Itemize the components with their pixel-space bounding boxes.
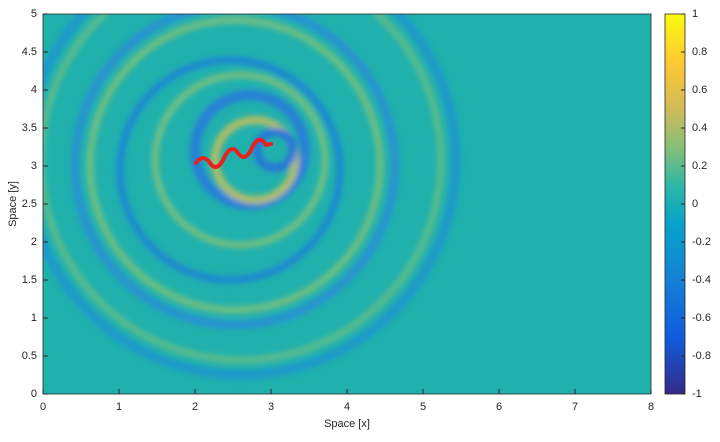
x-tick-label: 2 xyxy=(192,401,198,413)
x-axis-label: Space [x] xyxy=(324,418,370,430)
colorbar-tick-label: 0.2 xyxy=(692,160,707,172)
y-tick-label: 2 xyxy=(31,236,37,248)
x-tick-label: 8 xyxy=(648,401,654,413)
y-tick-label: 5 xyxy=(31,8,37,20)
y-tick-label: 3 xyxy=(31,160,37,172)
y-tick-label: 2.5 xyxy=(22,198,37,210)
x-tick-label: 4 xyxy=(344,401,350,413)
y-tick-label: 4.5 xyxy=(22,46,37,58)
colorbar-tick-label: -0.8 xyxy=(692,350,711,362)
colorbar-tick-label: 0.4 xyxy=(692,122,707,134)
colorbar-tick-label: 0.8 xyxy=(692,46,707,58)
y-tick-label: 4 xyxy=(31,84,37,96)
x-tick-label: 3 xyxy=(268,401,274,413)
colorbar-tick-label: -0.4 xyxy=(692,274,711,286)
colorbar-tick-label: -1 xyxy=(692,388,702,400)
colorbar-tick-label: 0.6 xyxy=(692,84,707,96)
x-tick-label: 0 xyxy=(40,401,46,413)
y-tick-label: 1.5 xyxy=(22,274,37,286)
colorbar-tick-label: 1 xyxy=(692,8,698,20)
y-axis-label: Space [y] xyxy=(7,181,19,227)
x-tick-label: 5 xyxy=(420,401,426,413)
x-tick-label: 7 xyxy=(572,401,578,413)
y-tick-label: 0 xyxy=(31,388,37,400)
colorbar-tick-label: 0 xyxy=(692,198,698,210)
y-tick-label: 0.5 xyxy=(22,350,37,362)
x-tick-label: 1 xyxy=(116,401,122,413)
x-tick-label: 6 xyxy=(496,401,502,413)
colorbar-tick-label: -0.6 xyxy=(692,312,711,324)
y-tick-label: 3.5 xyxy=(22,122,37,134)
field xyxy=(43,14,651,394)
y-tick-label: 1 xyxy=(31,312,37,324)
colorbar-tick-label: -0.2 xyxy=(692,236,711,248)
